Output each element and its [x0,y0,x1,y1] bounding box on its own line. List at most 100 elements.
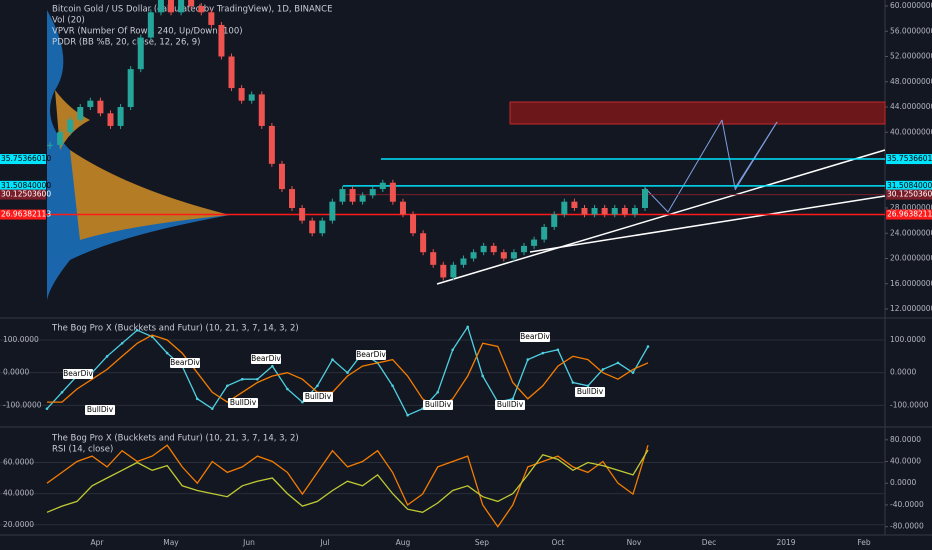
candle [198,6,205,13]
candle [581,208,588,215]
candle [349,189,356,202]
candle [460,258,467,265]
y-tick-label: 56.00000000 [890,26,932,35]
series-line [46,449,649,513]
series-dot [195,397,199,401]
candle [329,201,336,221]
annotation: BullDiv [425,400,452,409]
series-line [47,334,649,410]
candle [551,214,558,227]
series-dot [316,384,319,388]
annotation-box [170,358,200,368]
candle [188,0,195,6]
annotation-box [575,387,605,397]
y-tick-label: 12.00000000 [890,304,932,313]
series-dot [165,351,169,355]
candle [67,119,74,133]
candle [359,195,366,202]
y-tick-label: -100.0000 [3,400,42,409]
candle [268,125,275,164]
candle [450,264,457,278]
series-dot [616,361,620,365]
y-tick-label: 16.00000000 [890,279,932,288]
price-tag [0,180,46,191]
y-tick-label: 44.00000000 [890,102,932,111]
x-tick-label: Apr [91,538,105,547]
indicator: PDDR (BB %B, 20, close, 12, 26, 9) [52,38,201,48]
y2-tick-label: 0.0000 [890,478,916,487]
series-dot [271,364,274,368]
candle [107,113,114,126]
candle [621,208,628,215]
series-dot [210,407,214,410]
pane-subtitle: RSI (14, close) [52,445,113,455]
annotation-box [303,392,333,402]
annotation: BearDiv [251,354,281,363]
candle [218,24,225,57]
annotation-box [423,400,453,410]
series-dot [135,328,139,332]
series-dot [301,400,304,404]
price-tag-label: 30.12503600 [1,190,51,199]
candle [410,214,417,234]
series-dot [481,374,485,378]
candle [97,100,104,114]
price-tag-label: 35.75366010 [887,154,932,163]
annotation: BullDiv [497,400,524,409]
candle [500,252,507,259]
projection-arrows [644,119,778,213]
annotation: BearDiv [356,350,386,359]
price-tag [886,189,932,200]
price-tag [0,209,46,220]
candle [470,252,477,259]
y-tick-label: 40.0000 [3,489,34,498]
price-tag [886,180,932,191]
x-tick-label: Jun [242,538,255,547]
annotation: BearDiv [520,332,550,341]
y-tick-label: 60.00000000 [890,1,932,10]
price-tag-label: 26.96382113 [887,210,932,219]
x-tick-label: May [163,538,179,547]
price-tag-label: 30.12503600 [887,190,932,199]
y-tick-label: 48.00000000 [890,77,932,86]
candle [399,201,406,215]
series-dot [331,358,334,361]
candle [379,182,386,190]
y-tick-label: 40.00000000 [890,127,932,136]
annotation: BullDiv [305,392,332,401]
x-tick-label: Feb [857,538,871,547]
candle [137,37,144,70]
annotation: BearDiv [170,358,200,367]
series-dot [391,384,394,388]
trend-lines [436,149,886,285]
candle [127,69,134,107]
series-dot [346,371,349,374]
candle [77,107,84,120]
series-dot [226,384,229,388]
candle [369,189,376,196]
price-tag-label: 35.75366010 [1,154,51,163]
candle [117,107,124,126]
series-dot [631,371,635,374]
series-dot [541,351,545,355]
candle [228,56,235,89]
series-dot [406,413,409,417]
candle [440,264,447,278]
annotation-box [520,332,550,342]
series-dot [60,391,64,394]
candle [289,189,296,208]
price-tag-label: 26.96382113 [1,210,51,219]
annotation: BearDiv [63,369,93,378]
price-tag [886,209,932,220]
price-tag [0,154,46,165]
price-tag-label: 31.50840000 [887,181,932,190]
candle [591,208,598,215]
candle [611,208,618,215]
candle [561,201,568,215]
indicator: Vol (20) [52,16,85,26]
chart-title: Bitcoin Gold / US Dollar (calculated by … [52,5,332,15]
x-tick-label: Nov [627,538,642,547]
candle [278,163,285,190]
candle [248,94,255,101]
annotation: BullDiv [87,405,114,414]
